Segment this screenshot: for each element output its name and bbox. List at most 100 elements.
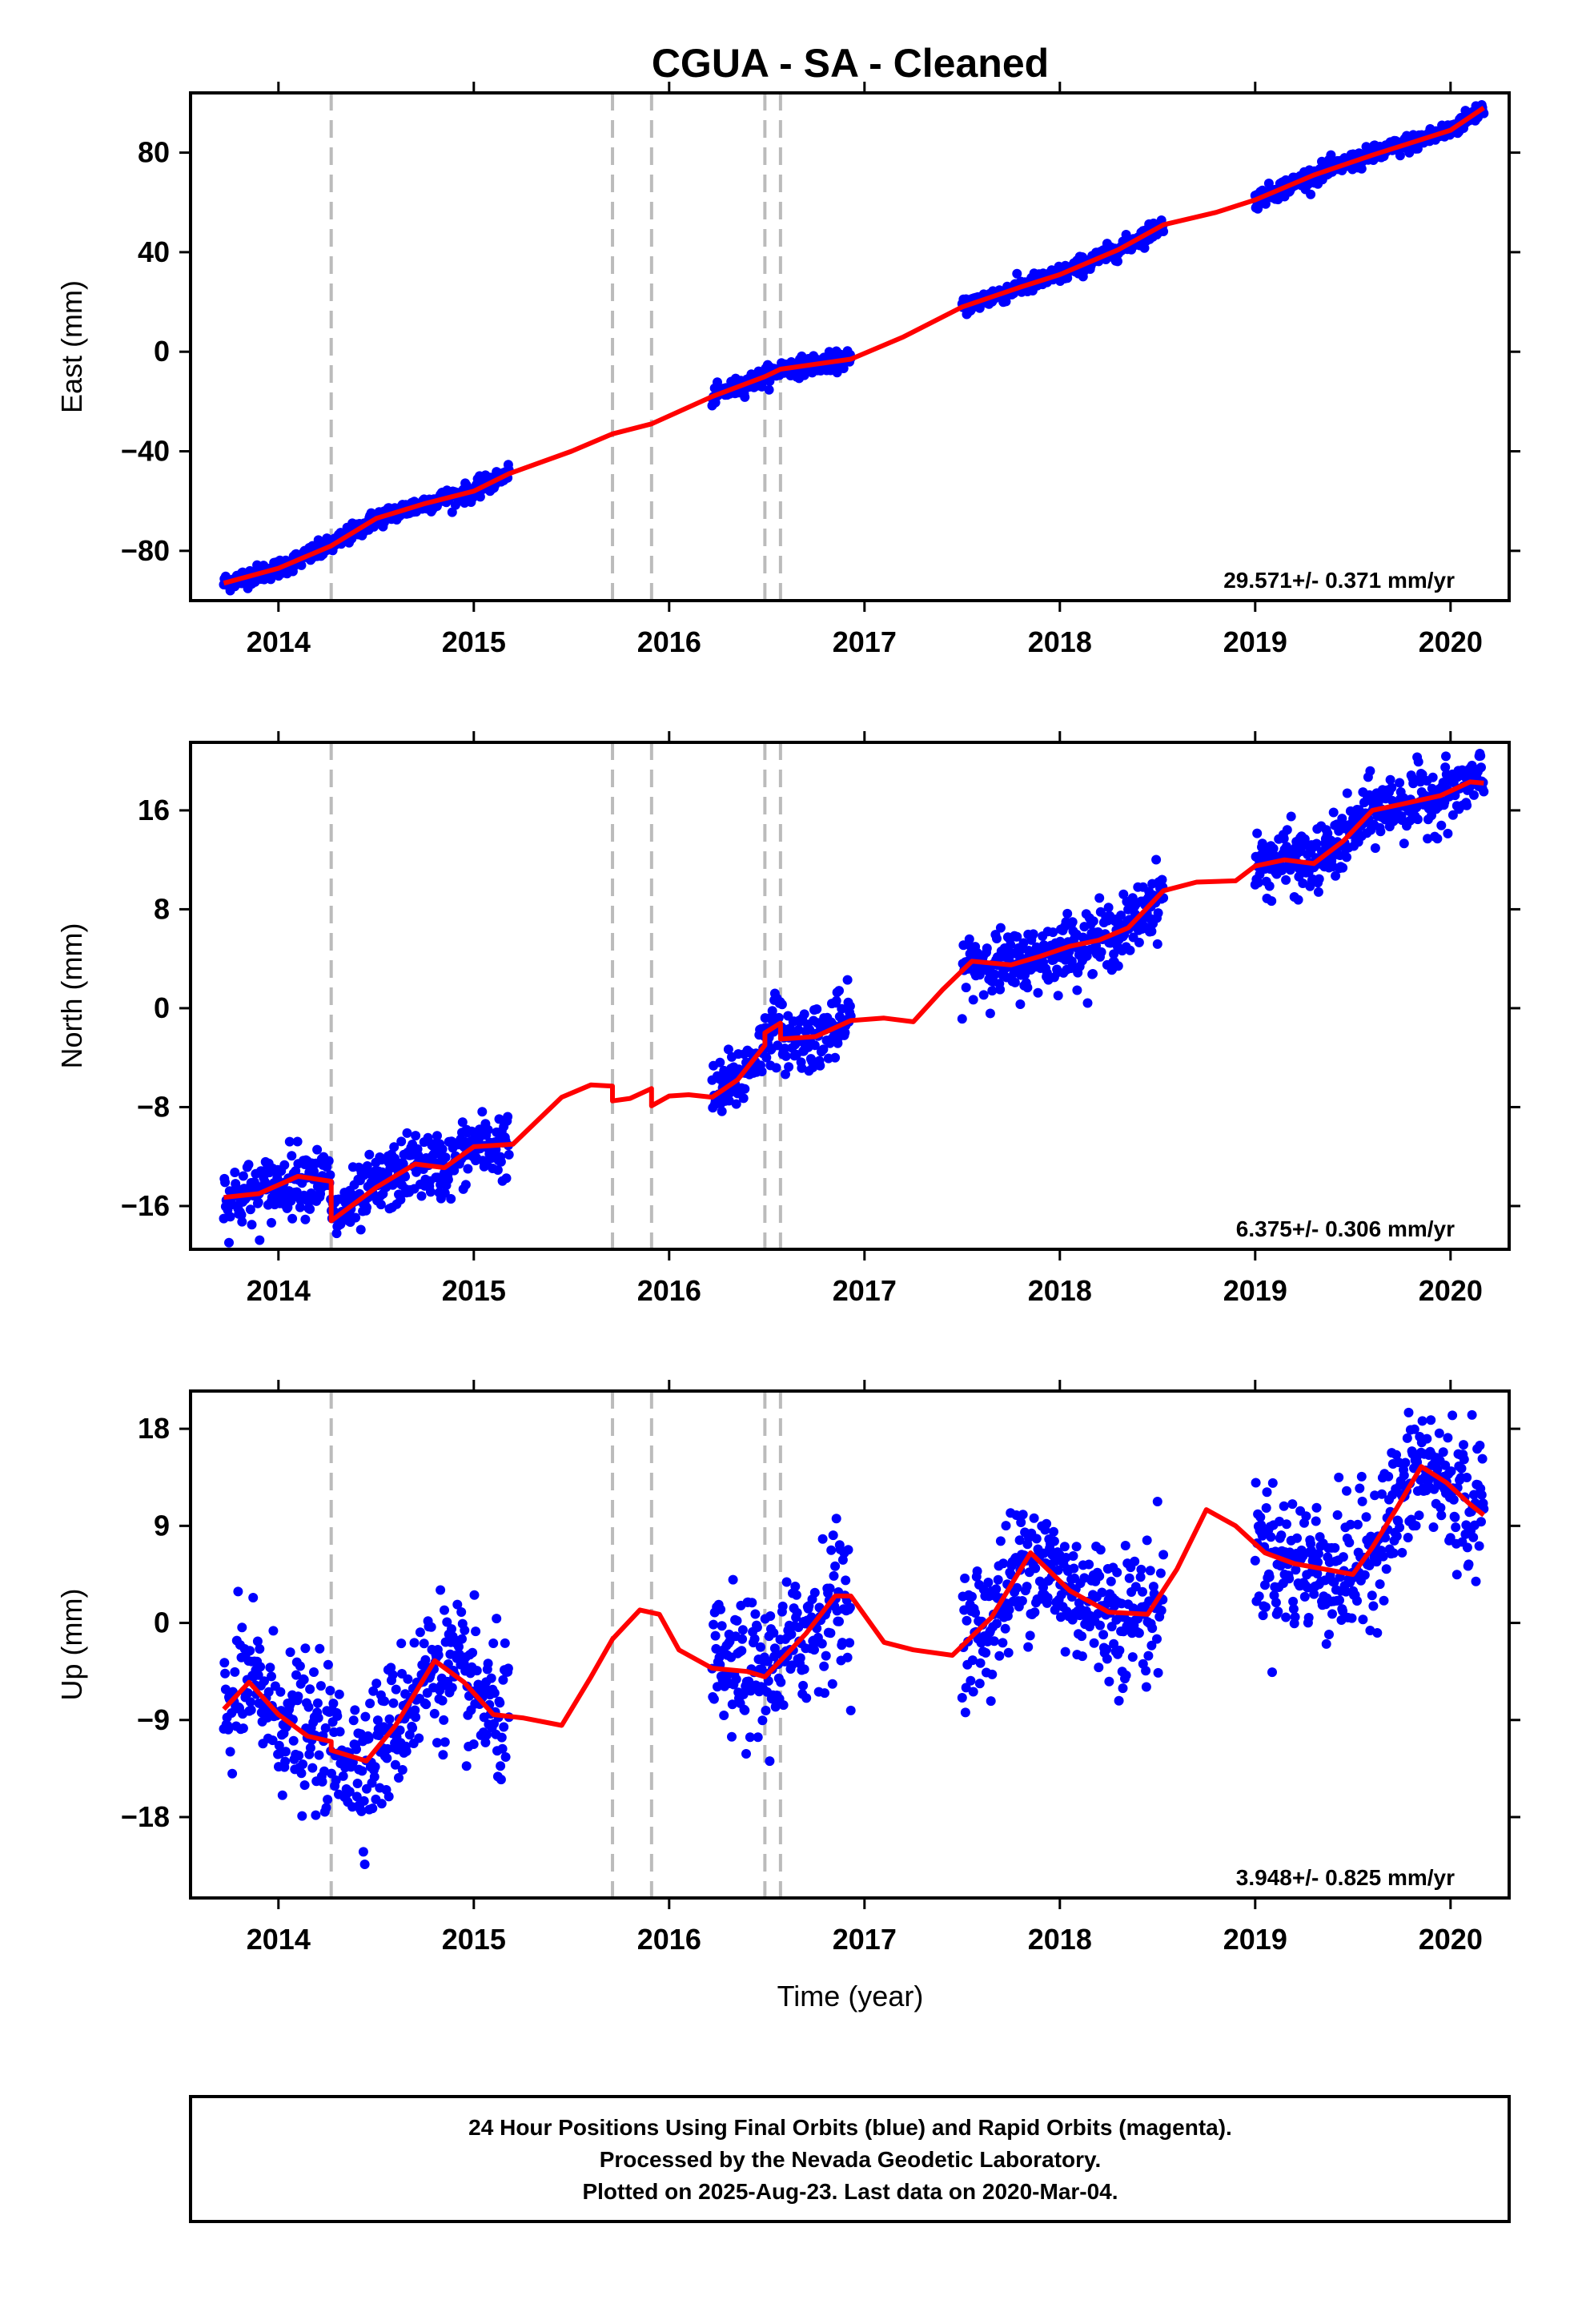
north-observation-point [1151,854,1162,865]
east-observation-point [1113,256,1122,267]
up-observation-point [961,1683,971,1693]
up-observation-point [447,1683,457,1693]
north-x-tick-label: 2020 [1419,1274,1483,1307]
up-observation-point [386,1663,396,1673]
up-observation-point [1375,1579,1385,1590]
north-observation-point [781,1069,790,1080]
up-observation-point [496,1732,507,1743]
up-observation-point [962,1615,972,1626]
north-observation-point [331,1228,342,1239]
up-observation-point [960,1573,970,1583]
up-observation-point [253,1670,263,1680]
up-observation-point [1428,1522,1439,1532]
up-observation-point [409,1638,420,1648]
up-observation-point [230,1667,240,1677]
east-observation-point [740,392,750,402]
up-observation-point [243,1688,253,1699]
up-observation-point [1124,1573,1134,1583]
north-observation-point [1268,843,1279,854]
up-observation-point [468,1739,479,1749]
up-observation-point [394,1773,404,1783]
up-observation-point [1370,1490,1380,1501]
up-observation-point [311,1810,321,1820]
north-observation-point [1375,826,1386,837]
up-observation-point [1397,1547,1407,1558]
up-observation-point [371,1679,382,1689]
north-observation-point [501,1173,512,1184]
up-observation-point [1276,1530,1287,1541]
up-observation-point [363,1734,374,1744]
up-observation-point [299,1780,310,1791]
up-observation-point [1334,1472,1344,1482]
north-observation-point [1277,865,1287,875]
up-observation-point [1102,1644,1112,1655]
up-observation-point [825,1628,836,1638]
north-y-axis-title: North (mm) [55,923,88,1069]
north-panel: 2014 2015 2016 2017 2018 2019 2020 −16 −8 0 8 16 Nor… [55,731,1520,1307]
up-observation-point [328,1699,339,1709]
up-observation-point [1141,1666,1151,1676]
north-observation-point [808,1063,818,1072]
up-observation-point [1361,1512,1371,1522]
up-observation-point [299,1675,309,1685]
north-observation-point [253,1197,263,1208]
up-observation-point [237,1622,247,1633]
up-observation-point [1403,1407,1414,1417]
up-observation-point [1309,1589,1319,1599]
north-x-tick-label: 2014 [247,1274,311,1307]
up-observation-point [410,1705,420,1715]
up-observation-point [711,1643,721,1654]
north-observation-point [1282,825,1292,835]
up-observation-point [1148,1582,1158,1592]
up-observation-point [1120,1541,1130,1550]
north-observation-point [990,969,1000,979]
up-observation-point [809,1645,819,1655]
up-observation-point [277,1790,287,1800]
north-observation-point [463,1164,473,1174]
north-observation-point [799,1009,809,1019]
up-observation-point [842,1652,853,1663]
north-model-line [223,779,1484,1224]
up-observation-point [499,1722,509,1732]
north-observation-point [1028,929,1038,939]
up-observation-point [1342,1486,1351,1496]
up-observation-point [314,1750,324,1760]
up-observation-point [255,1662,266,1672]
up-observation-point [1094,1663,1104,1673]
east-observation-point [764,384,774,395]
up-observation-point [1338,1552,1348,1562]
up-observation-point [1098,1630,1109,1640]
east-observation-point [713,377,722,388]
up-observation-point [787,1660,797,1671]
north-observation-point [440,1152,451,1163]
up-observation-point [1135,1572,1146,1582]
up-x-tick-label: 2017 [833,1923,897,1956]
north-observation-point [1033,987,1043,998]
up-observation-point [1068,1551,1078,1561]
up-observation-point [1476,1517,1486,1527]
up-observation-point [727,1731,737,1742]
up-observation-point [737,1646,747,1656]
up-observation-point [331,1775,341,1785]
north-observation-point [1116,911,1126,920]
up-observation-point [219,1658,230,1668]
up-observation-point [1269,1590,1279,1601]
up-observation-point [756,1642,765,1652]
up-observation-point [710,1630,721,1641]
up-observation-point [753,1732,763,1743]
north-x-tick-label: 2018 [1028,1274,1092,1307]
up-observation-point [268,1626,279,1636]
up-observation-point [1403,1533,1413,1542]
up-observation-point [1071,1542,1082,1552]
up-observation-point [776,1677,786,1687]
up-observation-point [365,1699,375,1709]
up-observation-point [395,1725,405,1735]
north-observation-point [831,995,841,1006]
north-observation-point [1267,896,1277,907]
east-observation-point [447,507,457,517]
up-observation-point [957,1693,967,1703]
up-observation-point [397,1765,408,1775]
footer-box: 24 Hour Positions Using Final Orbits (bl… [189,2095,1511,2223]
north-x-tick-label: 2015 [442,1274,506,1307]
up-observation-point [1321,1638,1331,1649]
